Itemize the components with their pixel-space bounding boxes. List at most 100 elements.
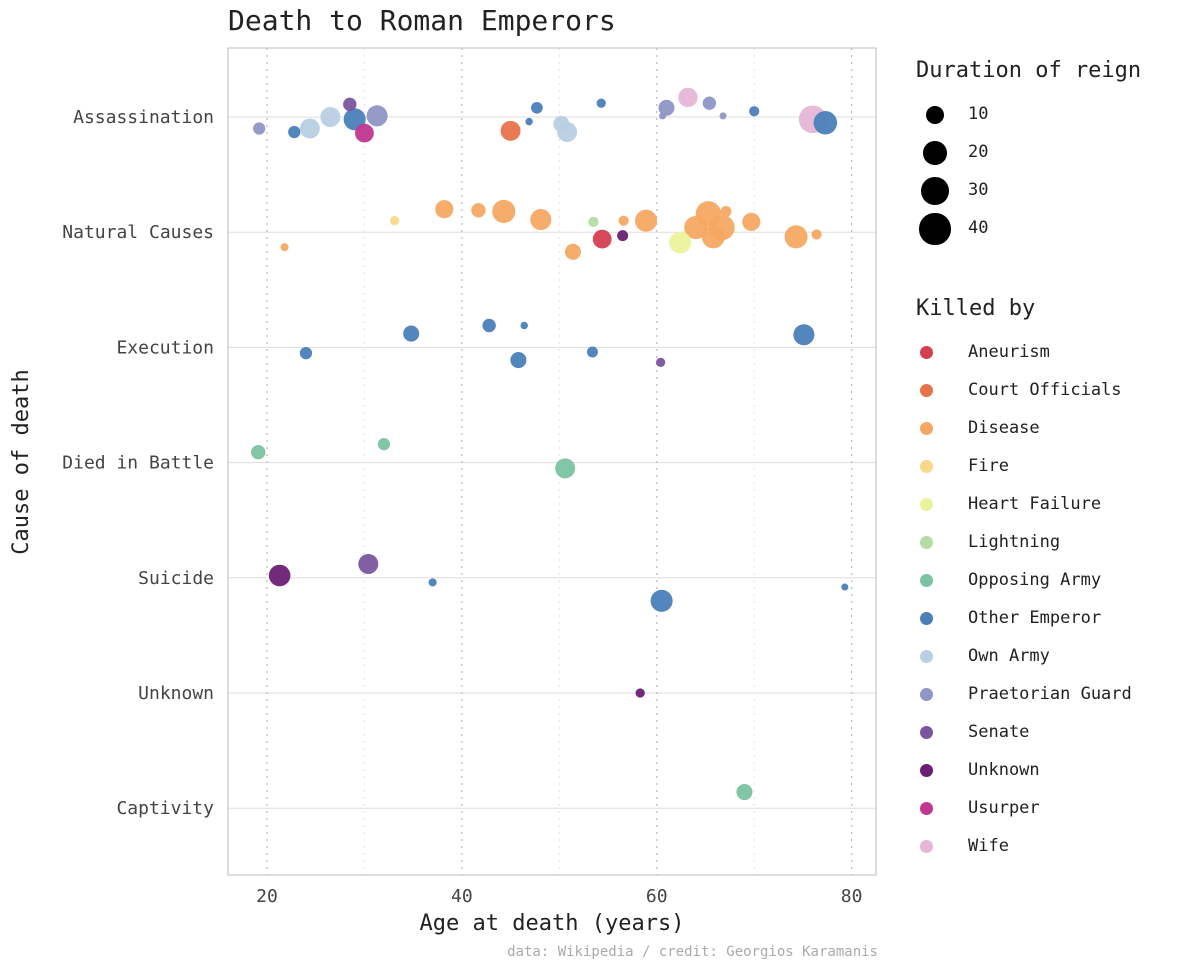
data-point bbox=[510, 352, 527, 369]
color-legend-item: Fire bbox=[916, 448, 1196, 486]
color-legend-item: Disease bbox=[916, 410, 1196, 448]
color-legend-dot bbox=[920, 574, 933, 587]
data-point bbox=[736, 784, 753, 801]
color-legend-item: Opposing Army bbox=[916, 562, 1196, 600]
data-point bbox=[553, 115, 570, 132]
data-point bbox=[299, 118, 320, 139]
chart-caption: data: Wikipedia / credit: Georgios Karam… bbox=[507, 944, 878, 960]
size-legend-dot bbox=[919, 213, 951, 245]
color-legend-label: Other Emperor bbox=[968, 608, 1102, 628]
y-tick-label: Captivity bbox=[116, 798, 214, 819]
color-legend-dot bbox=[920, 536, 933, 549]
data-point bbox=[784, 225, 808, 249]
y-tick-label: Execution bbox=[116, 337, 214, 358]
data-point bbox=[669, 231, 692, 254]
size-legend-item: 30 bbox=[916, 172, 1176, 210]
color-legend-item: Aneurism bbox=[916, 334, 1196, 372]
data-point bbox=[811, 229, 822, 240]
data-points bbox=[251, 87, 849, 801]
color-legend-item: Wife bbox=[916, 828, 1196, 866]
size-legend-item: 40 bbox=[916, 210, 1176, 248]
data-point bbox=[841, 583, 849, 591]
x-tick-label: 40 bbox=[451, 886, 473, 907]
data-point bbox=[586, 346, 598, 358]
color-legend-label: Wife bbox=[968, 836, 1009, 856]
color-legend-label: Unknown bbox=[968, 760, 1040, 780]
data-point bbox=[650, 589, 673, 612]
color-legend-item: Lightning bbox=[916, 524, 1196, 562]
data-point bbox=[492, 199, 516, 223]
plot-panel-border bbox=[227, 47, 877, 876]
grid-lines bbox=[228, 48, 876, 875]
data-point bbox=[299, 347, 313, 360]
y-axis-label: Cause of death bbox=[9, 369, 34, 554]
color-legend-item: Own Army bbox=[916, 638, 1196, 676]
color-legend-dot bbox=[920, 802, 933, 815]
y-tick-label: Suicide bbox=[138, 568, 214, 589]
size-legend-item: 20 bbox=[916, 134, 1176, 172]
data-point bbox=[500, 120, 521, 141]
x-axis-tick-labels: 20 40 60 80 bbox=[256, 886, 862, 907]
color-legend-label: Praetorian Guard bbox=[968, 684, 1132, 704]
color-legend-item: Praetorian Guard bbox=[916, 676, 1196, 714]
color-legend-label: Fire bbox=[968, 456, 1009, 476]
data-point bbox=[471, 203, 486, 218]
data-point bbox=[749, 106, 760, 117]
color-legend-item: Usurper bbox=[916, 790, 1196, 828]
data-point bbox=[701, 225, 725, 249]
data-point bbox=[702, 96, 717, 110]
color-legend-dot bbox=[920, 764, 933, 777]
data-point bbox=[280, 243, 289, 252]
y-tick-label: Assassination bbox=[73, 107, 214, 128]
color-legend-dot bbox=[920, 346, 933, 359]
size-legend-dot bbox=[925, 105, 945, 125]
data-point bbox=[635, 688, 645, 698]
data-point bbox=[435, 200, 454, 219]
data-point bbox=[719, 112, 727, 120]
color-legend-label: Lightning bbox=[968, 532, 1061, 552]
size-legend-dot bbox=[921, 177, 949, 205]
color-legend-item: Unknown bbox=[916, 752, 1196, 790]
size-legend-dot bbox=[923, 141, 947, 165]
data-point bbox=[813, 110, 838, 135]
data-point bbox=[377, 438, 391, 451]
data-point bbox=[588, 216, 599, 227]
x-tick-label: 80 bbox=[841, 886, 863, 907]
data-point bbox=[658, 99, 675, 116]
color-legend-dot bbox=[920, 726, 933, 739]
data-point bbox=[288, 125, 301, 139]
color-legend-label: Own Army bbox=[968, 646, 1050, 666]
data-point bbox=[720, 205, 732, 217]
data-point bbox=[618, 215, 629, 226]
data-point bbox=[520, 321, 528, 330]
data-point bbox=[482, 318, 496, 333]
color-legend-label: Senate bbox=[968, 722, 1030, 742]
color-legend-label: Usurper bbox=[968, 798, 1040, 818]
data-point bbox=[555, 458, 576, 479]
data-point bbox=[678, 87, 698, 108]
size-legend-label: 40 bbox=[968, 218, 989, 238]
color-legend-dot bbox=[920, 840, 933, 853]
data-point bbox=[596, 98, 606, 108]
data-point bbox=[659, 112, 667, 120]
data-point bbox=[253, 122, 266, 135]
data-point bbox=[684, 216, 708, 240]
color-legend-dot bbox=[920, 612, 933, 625]
size-legend-item: 10 bbox=[916, 96, 1176, 134]
color-legend-label: Opposing Army bbox=[968, 570, 1102, 590]
color-legend-label: Aneurism bbox=[968, 342, 1050, 362]
y-tick-label: Natural Causes bbox=[62, 222, 214, 243]
color-legend-dot bbox=[920, 688, 933, 701]
data-point bbox=[793, 324, 815, 346]
color-legend-dot bbox=[920, 422, 933, 435]
color-legend-dot bbox=[920, 460, 933, 473]
data-point bbox=[355, 123, 374, 143]
size-legend-label: 30 bbox=[968, 180, 989, 200]
data-point bbox=[389, 216, 400, 226]
data-point bbox=[530, 208, 552, 231]
size-legend-title: Duration of reign bbox=[916, 58, 1142, 83]
x-axis-label: Age at death (years) bbox=[420, 911, 685, 936]
data-point bbox=[358, 553, 379, 574]
data-point bbox=[320, 107, 341, 127]
